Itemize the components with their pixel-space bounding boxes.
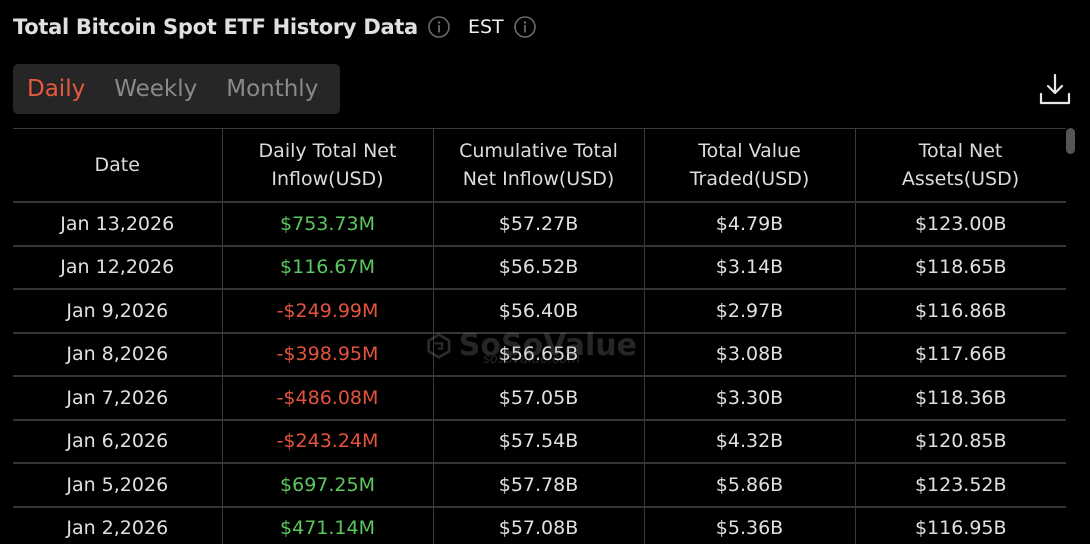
timezone-info-icon[interactable] [513,16,536,38]
cell-daily-net-inflow: $753.73M [222,202,434,247]
table-row: Jan 9,2026 -$249.99M $56.40B $2.97B $116… [13,289,1066,334]
cell-net-assets: $123.00B [855,202,1066,247]
cell-cumulative: $57.54B [433,419,645,464]
table-row: Jan 13,2026 $753.73M $57.27B $4.79B $123… [13,202,1066,247]
cell-date: Jan 13,2026 [13,202,223,247]
table-row: Jan 6,2026 -$243.24M $57.54B $4.32B $120… [13,419,1066,464]
cell-date: Jan 9,2026 [13,289,223,334]
download-button[interactable] [1038,72,1072,106]
cell-daily-net-inflow: -$249.99M [222,289,434,334]
cell-value-traded: $3.30B [644,376,856,421]
cell-daily-net-inflow: -$486.08M [222,376,434,421]
etf-history-table: Date Daily Total Net Inflow(USD) Cumulati… [13,128,1066,544]
cell-net-assets: $118.36B [855,376,1066,421]
cell-net-assets: $117.66B [855,332,1066,377]
tab-monthly[interactable]: Monthly [226,76,319,102]
cell-date: Jan 2,2026 [13,506,223,544]
cell-value-traded: $5.36B [644,506,856,544]
cell-date: Jan 8,2026 [13,332,223,377]
cell-value-traded: $4.32B [644,419,856,464]
table-row: Jan 8,2026 -$398.95M $56.65B $3.08B $117… [13,332,1066,377]
cell-value-traded: $4.79B [644,202,856,247]
column-header-daily-net-inflow[interactable]: Daily Total Net Inflow(USD) [222,128,434,203]
cell-value-traded: $2.97B [644,289,856,334]
cell-date: Jan 7,2026 [13,376,223,421]
column-header-cumulative-net-inflow[interactable]: Cumulative Total Net Inflow(USD) [433,128,645,203]
cell-net-assets: $120.85B [855,419,1066,464]
cell-value-traded: $5.86B [644,463,856,508]
cell-date: Jan 12,2026 [13,245,223,290]
column-header-value-traded[interactable]: Total Value Traded(USD) [644,128,856,203]
cell-cumulative: $57.08B [433,506,645,544]
cell-cumulative: $57.27B [433,202,645,247]
table-scrollbar[interactable] [1066,128,1075,154]
cell-net-assets: $118.65B [855,245,1066,290]
cell-net-assets: $123.52B [855,463,1066,508]
period-tabs: Daily Weekly Monthly [13,64,340,114]
page-header: Total Bitcoin Spot ETF History Data EST [13,11,536,43]
download-icon [1039,73,1071,105]
timezone-label: EST [467,16,504,38]
etf-history-table-container: Date Daily Total Net Inflow(USD) Cumulati… [13,128,1066,544]
cell-daily-net-inflow: $116.67M [222,245,434,290]
table-row: Jan 12,2026 $116.67M $56.52B $3.14B $118… [13,245,1066,290]
cell-net-assets: $116.95B [855,506,1066,544]
table-row: Jan 5,2026 $697.25M $57.78B $5.86B $123.… [13,463,1066,508]
cell-value-traded: $3.08B [644,332,856,377]
cell-daily-net-inflow: $697.25M [222,463,434,508]
page-title: Total Bitcoin Spot ETF History Data [13,15,418,39]
column-header-net-assets[interactable]: Total Net Assets(USD) [855,128,1066,203]
tab-daily[interactable]: Daily [27,76,86,102]
cell-date: Jan 6,2026 [13,419,223,464]
table-row: Jan 7,2026 -$486.08M $57.05B $3.30B $118… [13,376,1066,421]
cell-date: Jan 5,2026 [13,463,223,508]
cell-cumulative: $56.65B [433,332,645,377]
cell-cumulative: $57.05B [433,376,645,421]
cell-value-traded: $3.14B [644,245,856,290]
table-header-row: Date Daily Total Net Inflow(USD) Cumulati… [13,128,1066,203]
cell-cumulative: $57.78B [433,463,645,508]
table-row: Jan 2,2026 $471.14M $57.08B $5.36B $116.… [13,506,1066,544]
cell-daily-net-inflow: $471.14M [222,506,434,544]
info-circle-icon[interactable] [428,16,450,38]
cell-net-assets: $116.86B [855,289,1066,334]
cell-cumulative: $56.52B [433,245,645,290]
cell-cumulative: $56.40B [433,289,645,334]
tab-weekly[interactable]: Weekly [114,76,198,102]
cell-daily-net-inflow: -$398.95M [222,332,434,377]
cell-daily-net-inflow: -$243.24M [222,419,434,464]
column-header-date[interactable]: Date [13,128,223,203]
